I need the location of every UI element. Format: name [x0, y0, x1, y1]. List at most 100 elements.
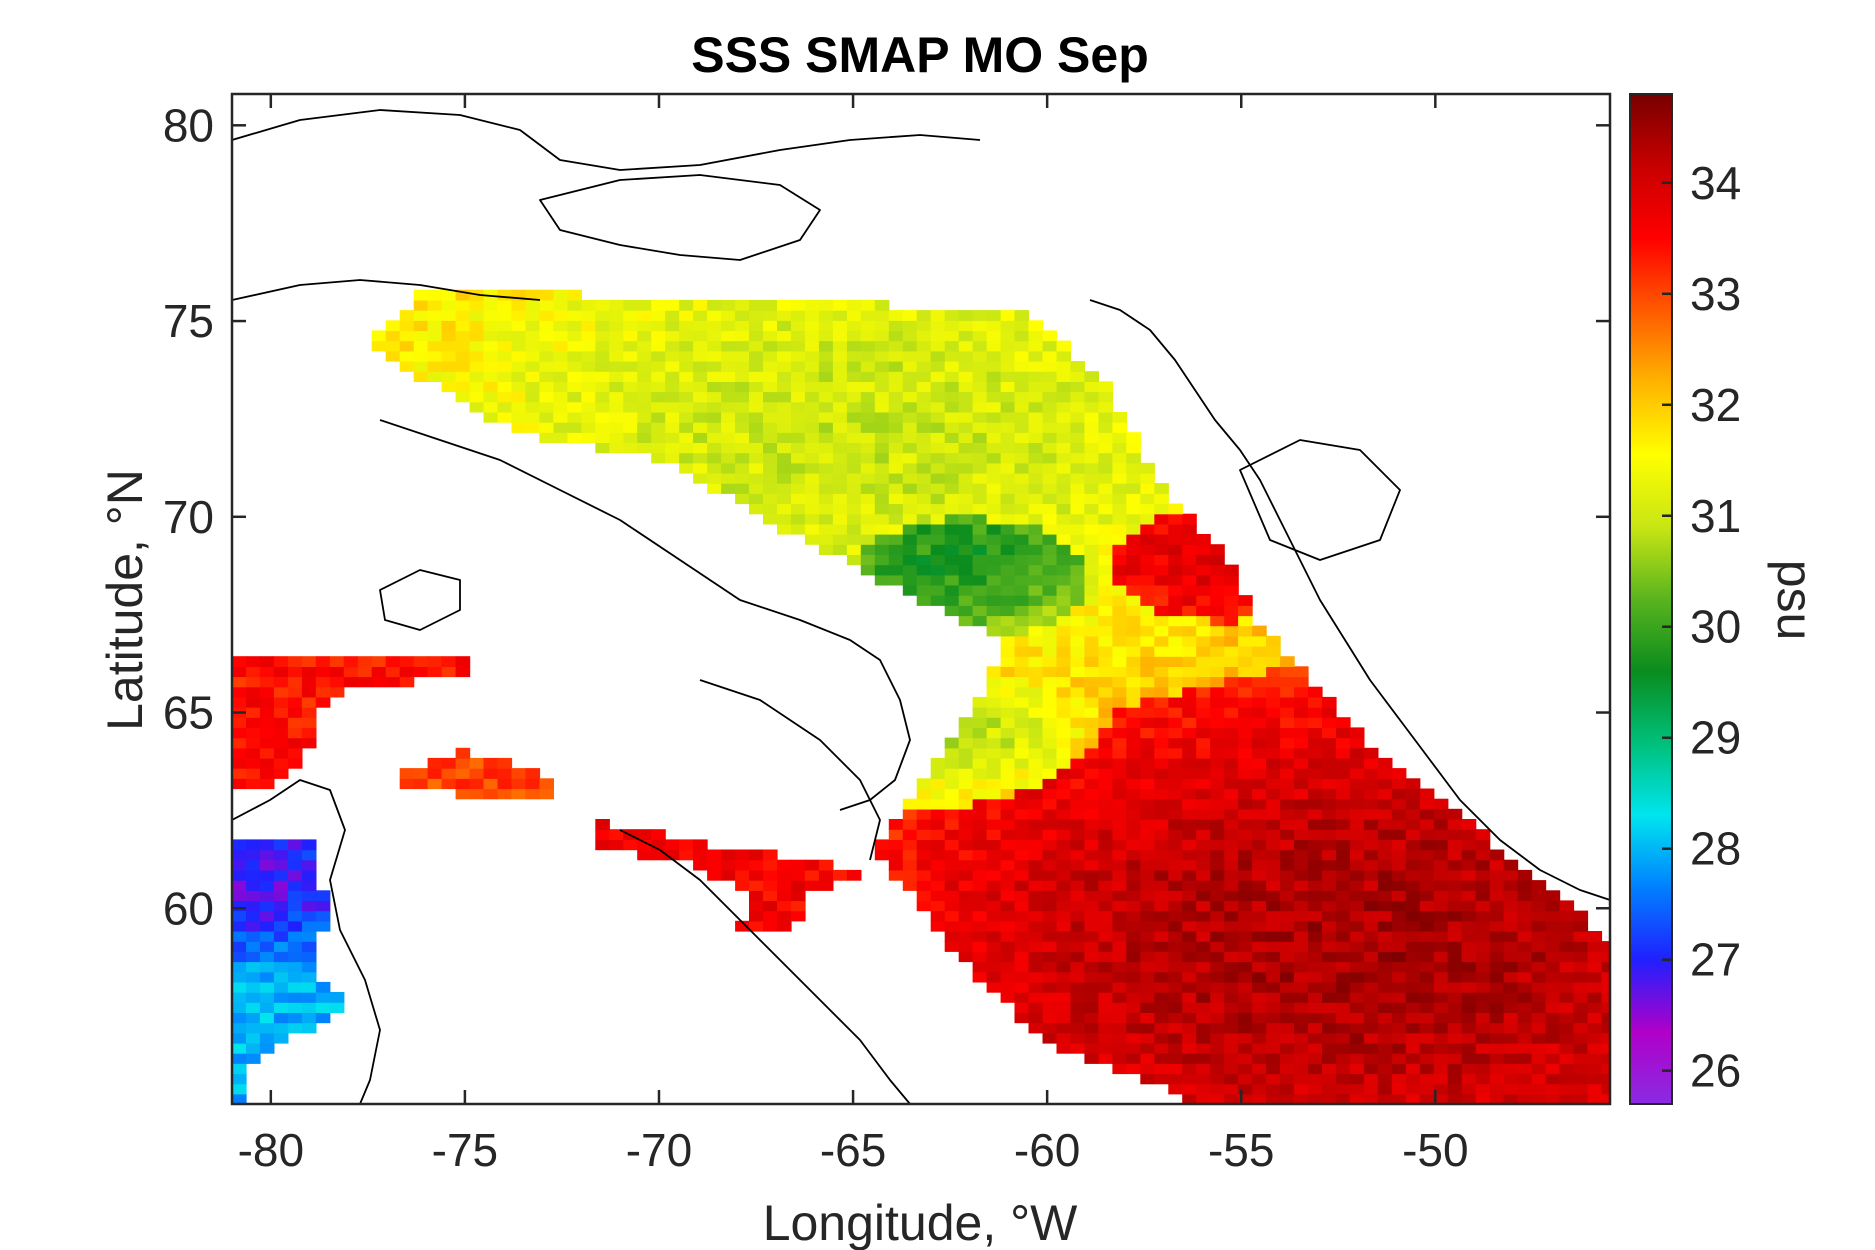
salinity-cell — [1084, 513, 1099, 525]
salinity-cell — [1126, 625, 1141, 637]
salinity-cell — [1140, 574, 1155, 586]
coastline-greenland-interior — [1239, 439, 1401, 561]
salinity-cell — [1475, 1073, 1491, 1085]
salinity-cell — [1238, 768, 1253, 779]
salinity-cell — [1336, 880, 1351, 891]
salinity-cell — [1154, 544, 1169, 555]
salinity-cell — [1238, 859, 1253, 871]
salinity-cell — [902, 523, 918, 535]
salinity-cell — [679, 371, 694, 382]
salinity-cell — [958, 503, 974, 515]
salinity-cell — [1573, 1032, 1589, 1044]
salinity-cell — [1308, 1012, 1323, 1024]
salinity-cell — [1447, 880, 1463, 891]
salinity-cell — [944, 544, 960, 555]
salinity-cell — [1196, 666, 1211, 678]
salinity-cell — [1112, 696, 1127, 708]
salinity-cell — [1056, 371, 1072, 382]
salinity-cell — [1000, 788, 1016, 800]
salinity-cell — [259, 1012, 275, 1024]
salinity-cell — [1126, 941, 1141, 952]
salinity-cell — [1014, 656, 1030, 667]
salinity-cell — [1545, 900, 1561, 912]
salinity-cells — [232, 289, 1610, 1104]
salinity-cell — [1084, 747, 1099, 759]
salinity-cell — [665, 432, 680, 443]
salinity-cell — [232, 931, 247, 942]
salinity-cell — [1322, 788, 1337, 800]
salinity-cell — [1182, 992, 1197, 1003]
salinity-cell — [1587, 1073, 1603, 1085]
salinity-cell — [1294, 788, 1309, 800]
salinity-cell — [637, 350, 652, 362]
salinity-cell — [1336, 1012, 1351, 1024]
salinity-cell — [832, 320, 848, 332]
salinity-cell — [944, 401, 960, 413]
salinity-cell — [1475, 1063, 1491, 1075]
salinity-cell — [1014, 839, 1030, 851]
salinity-cell — [707, 472, 722, 484]
salinity-cell — [1098, 1042, 1113, 1054]
salinity-cell — [1210, 717, 1225, 728]
salinity-cell — [874, 472, 890, 484]
salinity-cell — [1545, 1063, 1561, 1075]
salinity-cell — [958, 819, 974, 830]
salinity-cell — [1084, 869, 1099, 881]
salinity-cell — [972, 788, 988, 800]
salinity-cell — [1336, 941, 1351, 952]
salinity-cell — [1028, 880, 1044, 891]
salinity-cell — [651, 381, 666, 393]
salinity-cell — [1238, 880, 1253, 891]
salinity-cell — [1056, 1042, 1072, 1054]
salinity-cell — [1489, 1022, 1505, 1034]
salinity-cell — [581, 391, 596, 403]
salinity-cell — [804, 350, 820, 362]
salinity-cell — [944, 411, 960, 423]
salinity-cell — [1056, 340, 1072, 352]
salinity-cell — [1433, 1012, 1449, 1024]
salinity-cell — [1349, 808, 1365, 820]
salinity-cell — [1042, 869, 1058, 881]
salinity-cell — [595, 432, 610, 443]
salinity-cell — [1280, 869, 1295, 881]
salinity-cell — [1531, 1002, 1547, 1013]
salinity-cell — [1014, 869, 1030, 881]
salinity-cell — [1573, 951, 1589, 963]
salinity-cell — [1224, 727, 1239, 739]
salinity-cell — [777, 371, 792, 382]
salinity-cell — [1126, 829, 1141, 840]
salinity-cell — [693, 859, 708, 871]
salinity-cell — [567, 432, 582, 443]
salinity-cell — [1210, 931, 1225, 942]
salinity-cell — [916, 900, 932, 912]
salinity-cell — [567, 320, 582, 332]
salinity-cell — [259, 869, 275, 881]
salinity-cell — [693, 432, 708, 443]
salinity-cell — [679, 401, 694, 413]
salinity-cell — [749, 391, 764, 403]
salinity-cell — [1098, 1022, 1113, 1034]
salinity-cell — [665, 411, 680, 423]
salinity-cell — [1112, 462, 1127, 474]
salinity-cell — [232, 1022, 247, 1034]
salinity-cell — [1014, 442, 1030, 454]
salinity-cell — [1336, 1053, 1351, 1064]
salinity-cell — [958, 808, 974, 820]
salinity-cell — [539, 310, 554, 321]
salinity-cell — [385, 340, 401, 352]
salinity-cell — [1405, 931, 1421, 942]
salinity-cell — [1042, 737, 1058, 749]
salinity-cell — [1070, 778, 1085, 790]
salinity-cell — [1042, 523, 1058, 535]
salinity-cell — [259, 941, 275, 952]
salinity-cell — [1587, 1002, 1603, 1013]
salinity-cell — [1363, 808, 1379, 820]
salinity-cell — [1098, 971, 1113, 983]
salinity-cell — [1363, 1032, 1379, 1044]
salinity-cell — [1573, 941, 1589, 952]
salinity-cell — [888, 350, 904, 362]
salinity-cell — [986, 523, 1002, 535]
salinity-cell — [1266, 1012, 1281, 1024]
salinity-cell — [1168, 1053, 1183, 1064]
